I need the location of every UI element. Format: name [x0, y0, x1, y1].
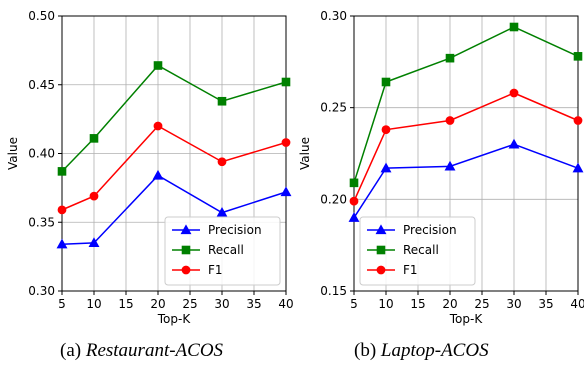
- series-line-recall: [61, 64, 287, 172]
- data-point-f1: [509, 88, 519, 98]
- legend-label-recall: Recall: [208, 243, 244, 257]
- x-tick-label: 10: [378, 297, 393, 311]
- data-point-precision: [508, 138, 520, 149]
- data-point-recall: [153, 61, 163, 70]
- legend-label-f1: F1: [208, 263, 223, 277]
- data-point-recall: [281, 77, 291, 87]
- x-tick-label: 10: [86, 297, 101, 311]
- data-point-precision: [380, 162, 392, 173]
- x-tick-label: 25: [182, 297, 197, 311]
- legend-marker-f1: [181, 265, 191, 275]
- legend-box: [164, 216, 281, 286]
- data-point-recall: [445, 53, 455, 63]
- legend-marker-recall: [181, 245, 191, 255]
- data-point-precision: [348, 212, 360, 222]
- legend-marker-recall: [376, 245, 386, 255]
- legend-label-precision: Precision: [208, 223, 262, 237]
- series-line-recall: [353, 26, 579, 184]
- x-tick-label: 15: [118, 297, 133, 311]
- figure-canvas: 5 10 15 20 25 30 35 40 0.30 0.35 0.40 0.45 0.50 Top-K…: [6, 9, 584, 326]
- caption-b-name: Laptop-ACOS: [380, 340, 489, 361]
- data-point-f1: [89, 191, 99, 201]
- data-point-recall: [381, 77, 391, 87]
- x-tick-label: 40: [278, 297, 293, 311]
- legend-label-precision: Precision: [403, 223, 457, 237]
- chart-panel-1: 5 10 15 20 25 30 35 40 0.30 0.35 0.40 0.45 0.50 Top-K…: [6, 9, 294, 326]
- data-point-recall: [89, 134, 99, 143]
- series-line-precision: [353, 143, 579, 219]
- data-point-precision: [444, 160, 456, 171]
- y-tick-label: 0.30: [320, 9, 347, 23]
- data-point-recall: [57, 167, 67, 176]
- x-tick-label: 40: [570, 297, 584, 311]
- data-point-precision: [56, 238, 68, 249]
- legend-marker-precision: [375, 224, 387, 235]
- data-point-precision: [88, 237, 100, 248]
- y-tick-label: 0.35: [28, 215, 55, 229]
- x-axis-title: Top-K: [449, 312, 484, 326]
- data-point-precision: [572, 162, 584, 173]
- caption-b-prefix: (b): [354, 340, 381, 361]
- y-tick-label: 0.25: [320, 101, 347, 115]
- legend-marker-precision: [180, 224, 192, 235]
- y-tick-label: 0.50: [28, 9, 55, 23]
- data-point-precision: [216, 206, 228, 217]
- data-point-f1: [573, 116, 583, 125]
- data-point-f1: [153, 121, 163, 131]
- x-tick-label: 5: [350, 297, 358, 311]
- x-tick-label: 5: [58, 297, 66, 311]
- data-point-f1: [445, 116, 455, 125]
- x-tick-label: 35: [246, 297, 261, 311]
- caption-a-name: Restaurant-ACOS: [85, 340, 224, 361]
- y-tick-label: 0.20: [320, 192, 347, 206]
- caption-a: (a) Restaurant-ACOS: [60, 340, 223, 362]
- legend-box: [359, 216, 476, 286]
- series-line-f1: [353, 92, 579, 202]
- data-point-recall: [509, 22, 519, 32]
- y-tick-label: 0.45: [28, 78, 55, 92]
- caption-b: (b) Laptop-ACOS: [354, 340, 489, 362]
- y-axis-title: Value: [6, 137, 20, 170]
- x-tick-label: 15: [410, 297, 425, 311]
- legend-marker-f1: [376, 265, 386, 275]
- chart-panel-2: 5 10 15 20 25 30 35 40 0.15 0.20 0.25 0.30 Top-K Valu…: [298, 9, 584, 326]
- x-tick-label: 30: [214, 297, 229, 311]
- x-tick-label: 25: [474, 297, 489, 311]
- data-point-recall: [349, 178, 359, 188]
- x-axis-title: Top-K: [157, 312, 192, 326]
- legend-label-f1: F1: [403, 263, 418, 277]
- caption-a-prefix: (a): [60, 340, 86, 361]
- legend-label-recall: Recall: [403, 243, 439, 257]
- x-tick-label: 20: [442, 297, 457, 311]
- x-tick-label: 35: [538, 297, 553, 311]
- y-axis-title: Value: [298, 137, 312, 170]
- legend: Precision Recall F1: [359, 216, 476, 286]
- y-tick-label: 0.30: [28, 284, 55, 298]
- data-point-f1: [217, 157, 227, 167]
- x-tick-label: 20: [150, 297, 165, 311]
- y-tick-label: 0.15: [320, 284, 347, 298]
- data-point-f1: [381, 125, 391, 135]
- x-tick-label: 30: [506, 297, 521, 311]
- plot-frame: [353, 15, 579, 292]
- data-point-recall: [217, 96, 227, 106]
- data-point-f1: [57, 205, 67, 215]
- data-point-precision: [152, 169, 164, 180]
- data-point-recall: [573, 52, 583, 61]
- data-point-f1: [281, 138, 291, 147]
- data-point-f1: [349, 196, 359, 206]
- y-tick-label: 0.40: [28, 147, 55, 161]
- legend: Precision Recall F1: [164, 216, 281, 286]
- data-point-precision: [280, 186, 292, 197]
